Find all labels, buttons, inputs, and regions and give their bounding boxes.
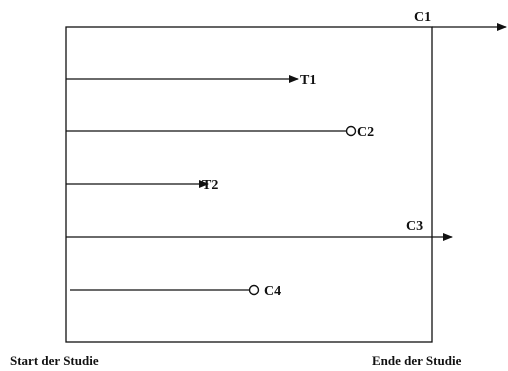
c2-label: C2 [357,125,374,140]
c4-censor-marker [248,284,260,296]
start-of-study-label: Start der Studie [10,353,99,368]
t2-label: T2 [202,178,218,193]
c3-label: C3 [406,219,423,234]
c2-censor-marker [345,125,357,137]
t1-label: T1 [300,73,316,88]
c1-label: C1 [414,10,431,25]
c4-label: C4 [264,284,281,299]
end-of-study-label: Ende der Studie [372,353,462,368]
